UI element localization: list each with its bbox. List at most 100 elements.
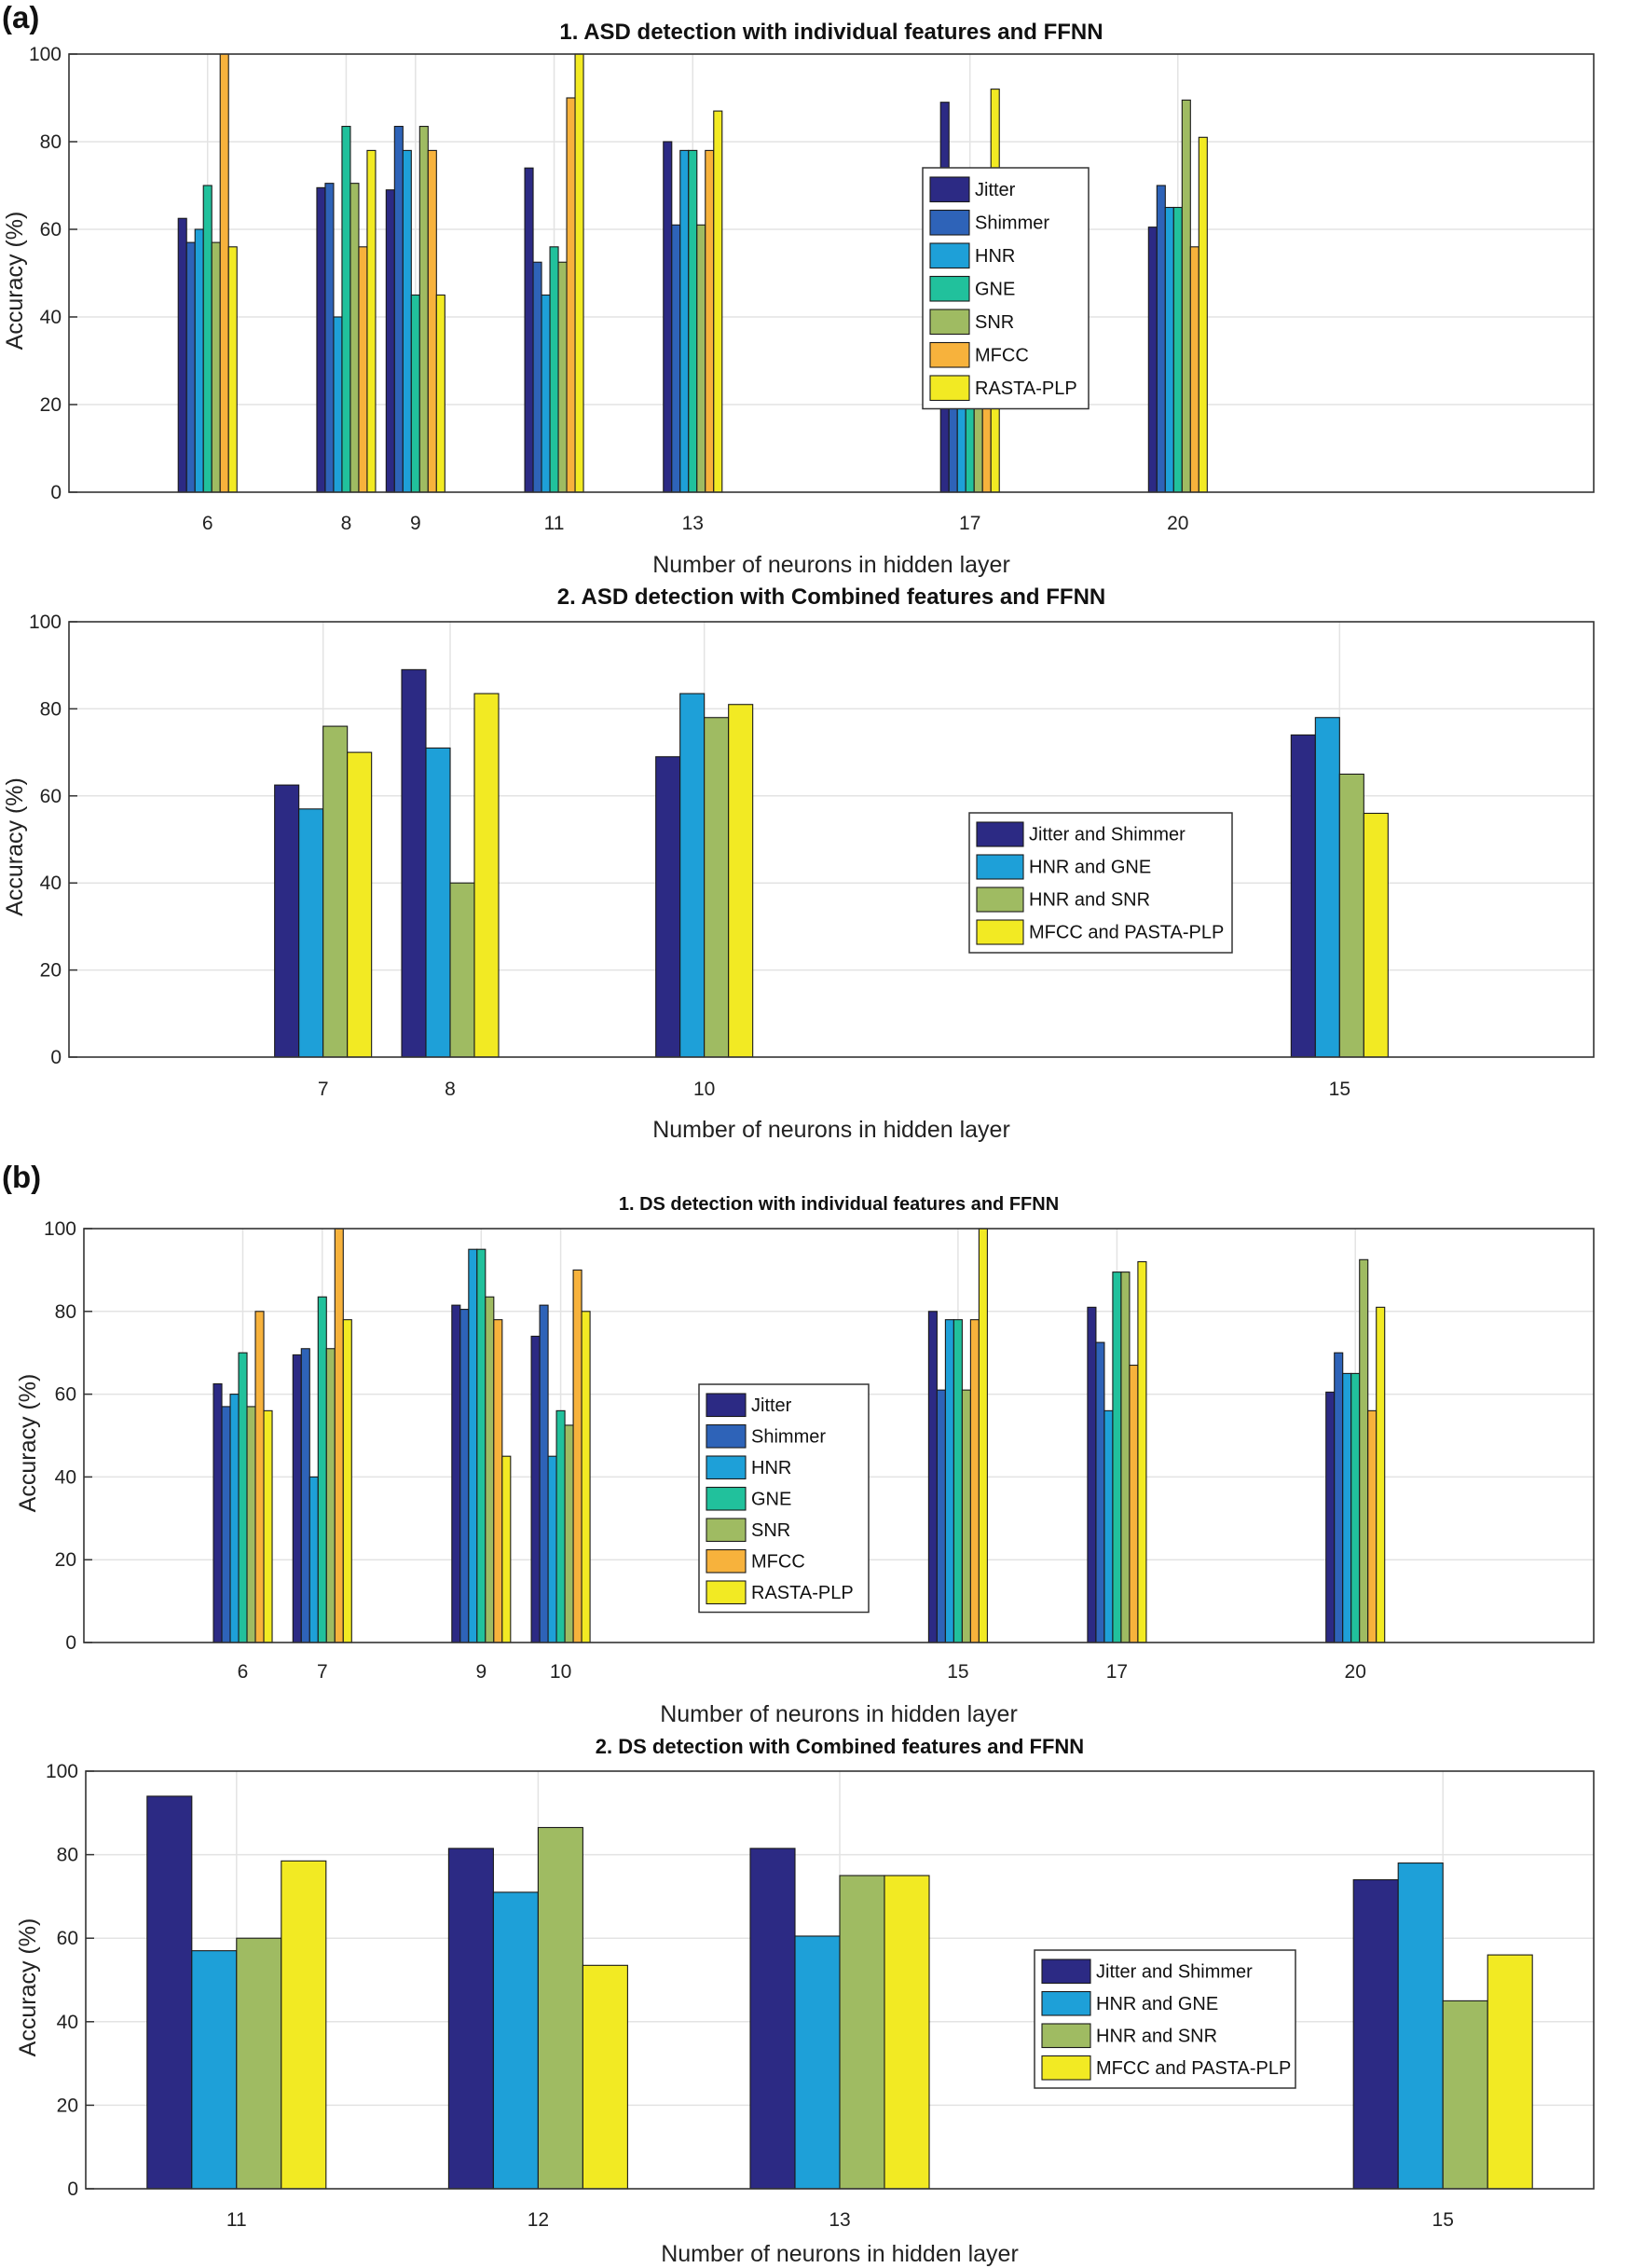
chart1-bar <box>549 246 559 493</box>
chart2-bar <box>728 704 754 1058</box>
chart4-bar <box>236 1937 282 2190</box>
chart4-legend-swatch <box>1041 2055 1091 2081</box>
chart2-bar <box>679 693 706 1058</box>
chart4-ylabel: Accuracy (%) <box>15 1918 41 2057</box>
chart3-bar <box>221 1406 231 1643</box>
chart1-bar <box>202 185 212 493</box>
chart4-bar <box>749 1848 796 2190</box>
chart4-bar <box>146 1795 193 2190</box>
chart1-xtick-label: 11 <box>544 513 565 534</box>
chart3-legend-label: SNR <box>751 1520 790 1541</box>
chart2-legend-label: HNR and SNR <box>1029 890 1150 911</box>
chart1-bar <box>713 110 723 493</box>
chart2-bar <box>1338 773 1364 1058</box>
chart3-xtick-label: 9 <box>475 1661 487 1683</box>
chart3-xtick-label: 15 <box>947 1661 968 1683</box>
chart3-bar <box>581 1311 591 1643</box>
chart4-bar <box>492 1891 539 2190</box>
chart1-xtick-label: 6 <box>202 513 213 534</box>
chart3-ytick-label: 0 <box>65 1632 76 1654</box>
chart3-legend-label: MFCC <box>751 1551 805 1572</box>
chart1-bar <box>418 126 429 493</box>
chart1-ytick-label: 80 <box>40 131 62 153</box>
chart1-legend-label: GNE <box>975 279 1015 299</box>
chart4-title: 2. DS detection with Combined features a… <box>596 1735 1084 1758</box>
chart3-bar <box>936 1389 946 1643</box>
chart4-bar <box>1397 1863 1444 2190</box>
chart3-bar <box>342 1319 352 1643</box>
chart3-bar <box>572 1269 582 1643</box>
chart3-title: 1. DS detection with individual features… <box>619 1194 1059 1215</box>
chart1-bar <box>219 53 229 493</box>
chart3-bar <box>978 1228 988 1643</box>
chart1-bar <box>1198 136 1208 493</box>
chart3-bar <box>1095 1341 1105 1643</box>
chart4-xtick-label: 13 <box>829 2209 850 2231</box>
chart3-bar <box>485 1296 495 1643</box>
chart3-legend-swatch <box>706 1423 747 1449</box>
chart2-ytick-label: 100 <box>29 612 62 633</box>
chart1-bar <box>435 294 445 493</box>
chart4-ytick-label: 40 <box>57 2012 78 2033</box>
chart3-bar <box>1103 1409 1114 1643</box>
chart3-bar <box>334 1228 344 1643</box>
chart2-bar <box>1314 717 1340 1058</box>
chart1-bar <box>402 149 412 493</box>
chart1-bar <box>324 183 335 493</box>
chart3-xtick-label: 20 <box>1345 1661 1366 1683</box>
chart2-bar <box>347 751 373 1058</box>
chart2-ylabel: Accuracy (%) <box>2 777 28 916</box>
chart2-xtick-label: 7 <box>318 1079 329 1100</box>
chart1-xtick-label: 17 <box>959 513 980 534</box>
chart3-bar <box>953 1319 963 1643</box>
chart4-xlabel: Number of neurons in hidden layer <box>661 2241 1019 2267</box>
chart1-bar <box>566 97 576 493</box>
chart2-bar <box>704 717 730 1058</box>
chart4-bar <box>537 1826 583 2190</box>
chart3-bar <box>1325 1391 1336 1643</box>
chart4-legend-label: HNR and SNR <box>1096 2026 1217 2046</box>
chart3-bar <box>547 1455 557 1643</box>
chart1-ytick-label: 100 <box>29 44 62 65</box>
chart3-bar <box>325 1348 336 1643</box>
chart2-legend-swatch <box>976 887 1024 913</box>
chart4-legend-swatch <box>1041 2023 1091 2049</box>
chart3-bar <box>530 1335 541 1643</box>
chart3-bar <box>539 1304 549 1643</box>
chart4-bar <box>884 1875 930 2190</box>
chart2-bar <box>1290 734 1316 1058</box>
chart1-bar <box>541 294 551 493</box>
chart3-bar <box>555 1409 566 1643</box>
chart1-bar <box>1147 227 1158 493</box>
chart1-bar <box>574 53 584 493</box>
chart1-ylabel: Accuracy (%) <box>2 212 28 351</box>
chart1-bar <box>393 126 404 493</box>
chart2-xlabel: Number of neurons in hidden layer <box>652 1117 1010 1143</box>
chart1-legend-label: Shimmer <box>975 213 1049 233</box>
chart2-title: 2. ASD detection with Combined features … <box>557 584 1106 610</box>
chart3-legend-swatch <box>706 1518 747 1543</box>
chart1-legend-swatch <box>929 375 970 402</box>
chart3-bar <box>468 1248 478 1643</box>
chart3-bar <box>263 1409 273 1643</box>
chart3-axes-box <box>83 1228 1595 1643</box>
chart1-bar <box>671 224 681 493</box>
chart2-ytick-label: 40 <box>40 873 62 894</box>
chart1-legend-swatch <box>929 275 970 302</box>
chart3-legend-swatch <box>706 1393 747 1418</box>
panel-b-label: (b) <box>2 1160 42 1194</box>
chart4-axes-box <box>85 1770 1595 2190</box>
chart1-bar <box>410 294 420 493</box>
chart3-bar <box>1342 1372 1352 1643</box>
chart3-bar <box>317 1296 327 1643</box>
chart4-bar <box>447 1848 494 2190</box>
chart1-bar <box>194 228 204 493</box>
chart3-bar <box>1367 1409 1377 1643</box>
chart2-ytick-label: 60 <box>40 786 62 807</box>
chart1-ytick-label: 40 <box>40 307 62 328</box>
chart3-bar <box>212 1382 223 1643</box>
chart4-ytick-label: 60 <box>57 1928 78 1949</box>
chart3-bar <box>300 1348 310 1643</box>
chart1-bar <box>696 224 706 493</box>
